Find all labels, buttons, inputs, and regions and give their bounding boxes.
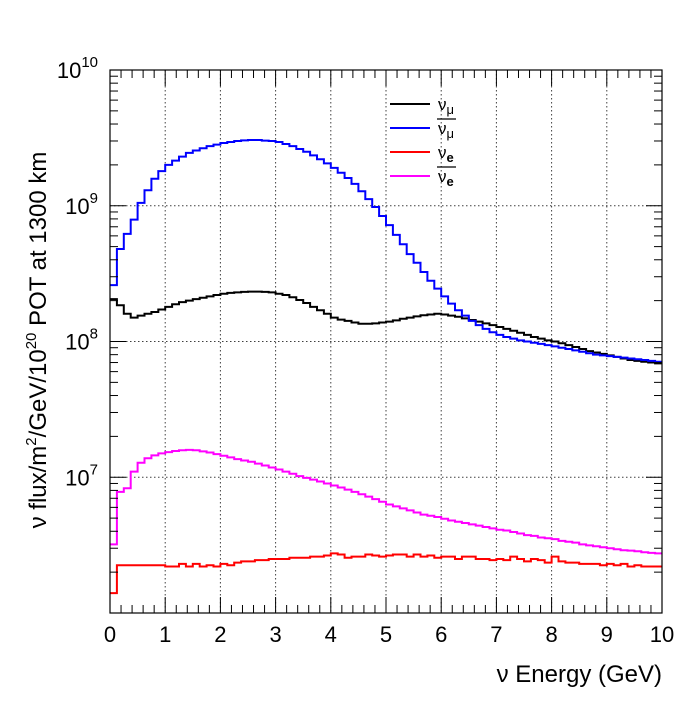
y-tick-label-exponent: 10 xyxy=(81,54,98,71)
y-axis-label-part: /GeV/10 xyxy=(25,349,52,437)
legend-label: νe xyxy=(438,167,454,189)
y-axis-label-part: POT at 1300 km xyxy=(25,152,52,333)
legend-label-symbol: ν xyxy=(438,143,447,162)
axis-ticks xyxy=(109,69,663,613)
legend-label: νμ xyxy=(438,95,454,117)
x-tick-label: 9 xyxy=(601,622,613,647)
y-tick-label: 108 xyxy=(65,326,98,355)
x-tick-label: 10 xyxy=(650,622,674,647)
y-axis-label: ν flux/m2/GeV/1020 POT at 1300 km xyxy=(23,152,52,529)
series-layer xyxy=(110,139,662,595)
y-axis-label-sup: 2 xyxy=(23,437,40,445)
x-tick-label: 7 xyxy=(490,622,502,647)
y-tick-label-base: 10 xyxy=(65,465,89,490)
x-tick-label: 3 xyxy=(269,622,281,647)
series-line xyxy=(110,290,662,365)
x-tick-label: 6 xyxy=(435,622,447,647)
series-line xyxy=(110,139,662,363)
y-tick-label-exponent: 9 xyxy=(90,190,98,207)
x-tick-label: 5 xyxy=(380,622,392,647)
legend-label-subscript: μ xyxy=(447,102,455,117)
y-tick-label: 1010 xyxy=(57,54,98,83)
legend-label-subscript: e xyxy=(447,150,454,165)
y-tick-label: 107 xyxy=(65,461,98,490)
y-tick-label-base: 10 xyxy=(65,330,89,355)
legend-label: νe xyxy=(438,143,454,165)
y-tick-label-exponent: 8 xyxy=(90,326,98,343)
grid-lines xyxy=(110,70,662,613)
series-line xyxy=(110,448,662,555)
y-tick-label-exponent: 7 xyxy=(90,461,98,478)
y-tick-label-base: 10 xyxy=(57,58,81,83)
x-axis-label: ν Energy (GeV) xyxy=(497,661,662,688)
y-axis-label-sup: 20 xyxy=(23,333,40,350)
x-tick-label: 1 xyxy=(159,622,171,647)
legend-label-symbol: ν xyxy=(438,95,447,114)
legend-label-subscript: e xyxy=(447,174,454,189)
x-tick-label: 8 xyxy=(545,622,557,647)
legend-label-subscript: μ xyxy=(447,126,455,141)
x-tick-label: 0 xyxy=(104,622,116,647)
series-line xyxy=(110,552,662,595)
y-tick-label: 109 xyxy=(65,190,98,219)
legend-label-symbol: ν xyxy=(438,119,447,138)
x-tick-label: 4 xyxy=(325,622,337,647)
y-tick-label-base: 10 xyxy=(65,194,89,219)
legend-label: νμ xyxy=(438,119,454,141)
legend-label-symbol: ν xyxy=(438,167,447,186)
y-axis-label-part: ν flux/m xyxy=(25,446,52,529)
x-tick-label: 2 xyxy=(214,622,226,647)
